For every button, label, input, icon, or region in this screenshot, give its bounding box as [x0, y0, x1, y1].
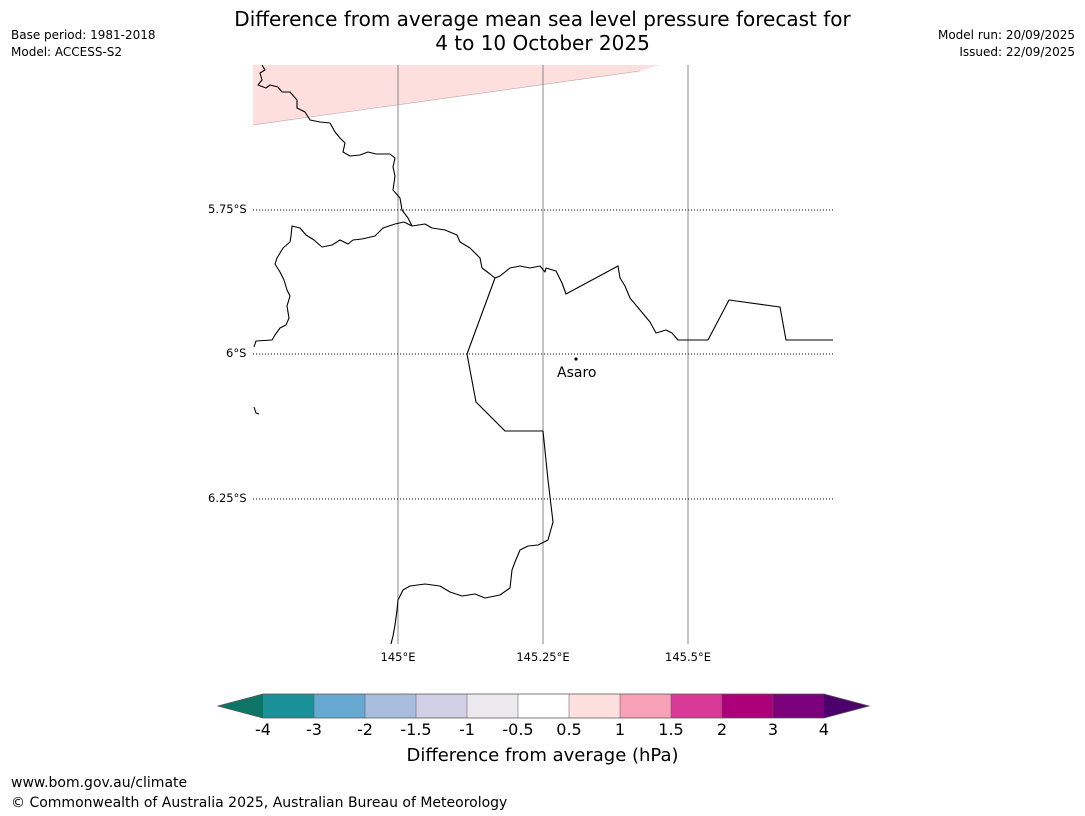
colorbar: [216, 693, 871, 719]
parallels: [253, 209, 833, 500]
lat-label-6: 6°S: [226, 346, 247, 360]
colorbar-tick: 0.5: [556, 720, 582, 739]
colorbar-tick: 3: [767, 720, 779, 739]
place-label-asaro: Asaro: [557, 365, 597, 381]
colorbar-segment: [365, 694, 416, 718]
colorbar-tick: 1.5: [658, 720, 684, 739]
colorbar-segment: [467, 694, 518, 718]
map-title: Difference from average mean sea level p…: [0, 7, 1085, 55]
place-marker: [574, 357, 578, 361]
lat-label-6-25: 6.25°S: [208, 491, 247, 505]
colorbar-label: Difference from average (hPa): [406, 745, 679, 766]
colorbar-segment: [518, 694, 569, 718]
colorbar-tick: 1: [614, 720, 626, 739]
colorbar-tick: 2: [716, 720, 728, 739]
anomaly-region: [253, 65, 660, 125]
boundary-south: [390, 277, 554, 645]
boundary-central: [411, 223, 833, 341]
colorbar-segment: [722, 694, 773, 718]
issued-date: Issued: 22/09/2025: [959, 45, 1075, 59]
colorbar-segment: [671, 694, 722, 718]
colorbar-extend-low: [218, 694, 263, 718]
colorbar-segment: [773, 694, 824, 718]
boundary-fragment: [253, 406, 260, 415]
province-boundaries: [253, 64, 833, 645]
colorbar-tick: -0.5: [502, 720, 534, 739]
title-line-1: Difference from average mean sea level p…: [234, 7, 851, 31]
lon-label-145: 145°E: [380, 650, 416, 664]
meta-left: Base period: 1981-2018 Model: ACCESS-S2: [11, 27, 156, 61]
meridians: [397, 65, 689, 644]
colorbar-tick: -2: [357, 720, 373, 739]
colorbar-segment: [620, 694, 671, 718]
colorbar-segment: [569, 694, 620, 718]
boundary-north: [257, 64, 413, 227]
contour-line: [252, 70, 641, 126]
colorbar-tick: -3: [306, 720, 322, 739]
colorbar-tick: 4: [818, 720, 830, 739]
colorbar-tick: -1.5: [400, 720, 432, 739]
meta-right: Model run: 20/09/2025 Issued: 22/09/2025: [938, 27, 1075, 61]
model-run: Model run: 20/09/2025: [937, 28, 1075, 42]
lon-label-145-25: 145.25°E: [516, 650, 570, 664]
boundary-west: [253, 221, 413, 348]
footer-copyright: © Commonwealth of Australia 2025, Austra…: [11, 795, 508, 811]
lon-label-145-5: 145.5°E: [665, 650, 711, 664]
base-period: Base period: 1981-2018: [11, 28, 156, 42]
colorbar-tick: -4: [255, 720, 271, 739]
colorbar-outline: [216, 693, 871, 719]
footer-url[interactable]: www.bom.gov.au/climate: [11, 775, 188, 791]
model-name: Model: ACCESS-S2: [11, 45, 123, 59]
colorbar-tick: -1: [459, 720, 475, 739]
lat-label-5-75: 5.75°S: [208, 202, 247, 216]
colorbar-segment: [314, 694, 365, 718]
colorbar-segment: [416, 694, 467, 718]
title-line-2: 4 to 10 October 2025: [435, 31, 650, 55]
colorbar-segment: [263, 694, 314, 718]
colorbar-extend-high: [824, 694, 869, 718]
